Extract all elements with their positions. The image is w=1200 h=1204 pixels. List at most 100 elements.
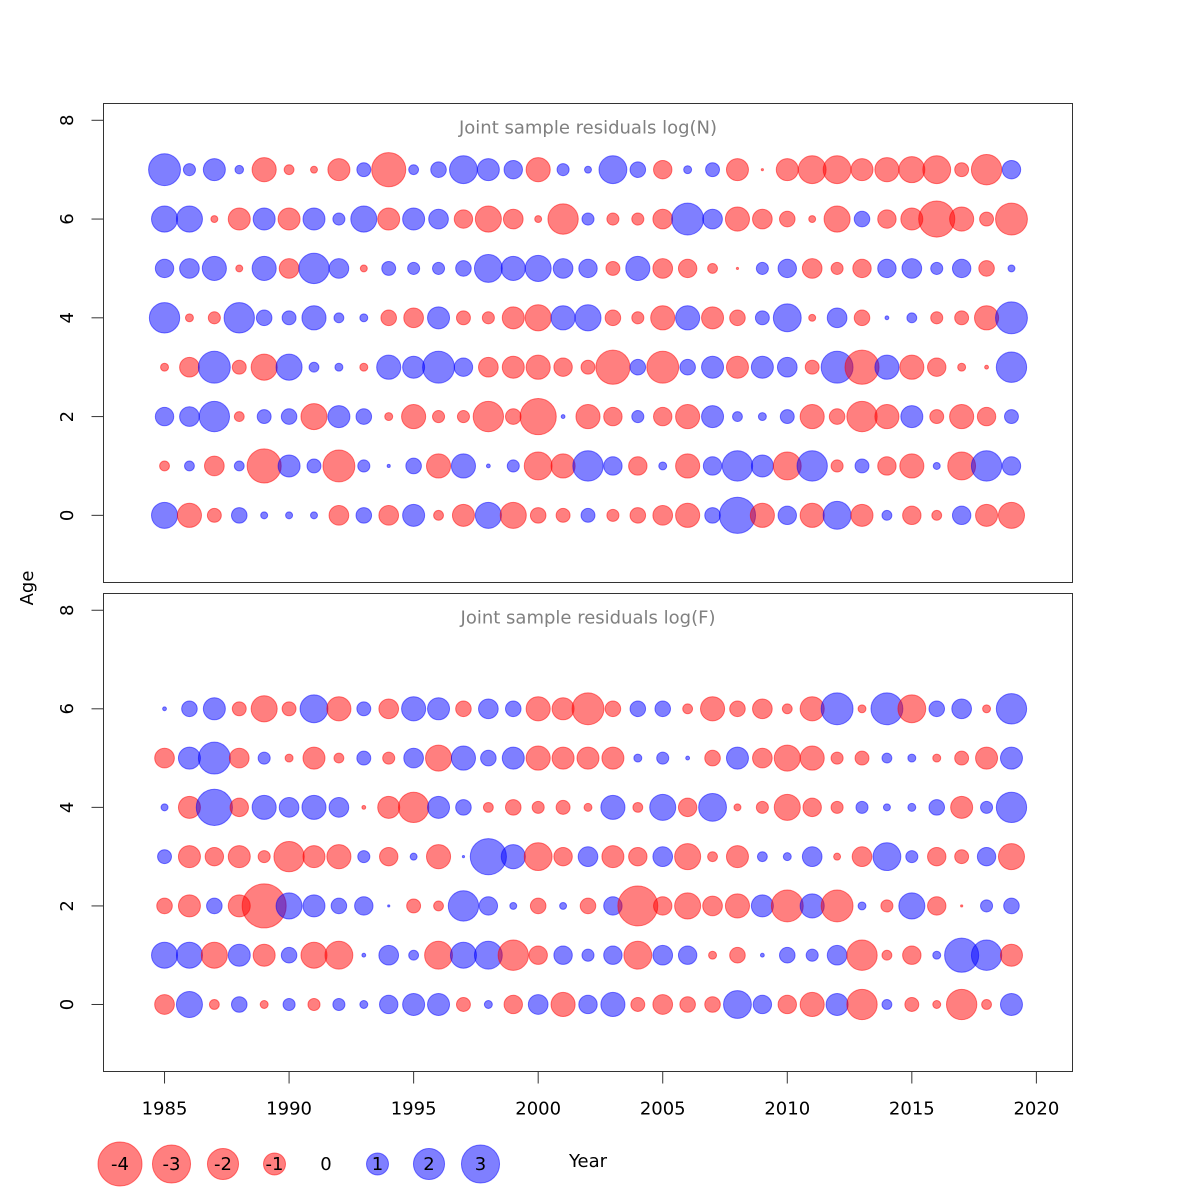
residual-bubble — [857, 704, 867, 714]
legend-label: 2 — [423, 1154, 434, 1175]
residual-bubble — [984, 364, 989, 370]
residual-bubble — [898, 156, 926, 184]
residual-bubble — [652, 505, 674, 526]
residual-bubble — [881, 509, 893, 521]
residual-bubble — [473, 254, 503, 283]
residual-bubble — [604, 700, 622, 718]
residual-bubble — [504, 799, 522, 816]
residual-bubble — [782, 852, 792, 862]
residual-bubble — [830, 800, 844, 814]
residual-bubble — [999, 992, 1023, 1016]
residual-bubble — [275, 353, 303, 381]
residual-bubble — [500, 255, 526, 281]
residual-bubble — [278, 258, 300, 279]
residual-bubble — [999, 746, 1023, 770]
residual-bubble — [605, 260, 621, 276]
residual-bubble — [906, 312, 918, 324]
residual-bubble — [1001, 159, 1022, 180]
residual-bubble — [503, 159, 523, 180]
residual-bubble — [524, 254, 552, 282]
residual-bubble — [623, 940, 653, 970]
residual-bubble — [359, 362, 369, 372]
residual-bubble — [476, 158, 500, 182]
residual-bubble — [356, 701, 372, 717]
residual-bubble — [528, 945, 548, 965]
residual-bubble — [820, 889, 854, 923]
residual-bubble — [397, 791, 430, 824]
residual-bubble — [970, 939, 1003, 971]
residual-bubble — [455, 799, 472, 816]
residual-bubble — [822, 500, 852, 530]
residual-bubble — [653, 159, 673, 180]
residual-bubble — [402, 355, 426, 379]
residual-bubble — [177, 845, 201, 869]
residual-bubble — [854, 750, 870, 766]
residual-bubble — [682, 703, 694, 715]
x-tick-label: 2015 — [889, 1099, 935, 1120]
residual-bubble — [501, 746, 525, 770]
residual-bubble — [151, 501, 179, 529]
residual-bubble — [425, 744, 453, 772]
residual-bubble — [322, 449, 356, 483]
residual-bubble — [725, 158, 749, 182]
residual-bubble — [328, 797, 350, 818]
residual-bubble — [151, 941, 179, 969]
residual-bubble — [504, 700, 522, 718]
residual-bubble — [157, 849, 172, 865]
residual-bubble — [408, 949, 420, 961]
residual-bubble — [553, 357, 573, 377]
legend-bubble — [412, 1147, 446, 1181]
residual-bubble — [181, 700, 198, 718]
residual-bubble — [930, 261, 944, 275]
residual-bubble — [808, 313, 817, 322]
residual-bubble — [954, 849, 970, 865]
residual-bubble — [159, 460, 170, 472]
residual-bubble — [629, 507, 647, 524]
residual-bubble — [497, 939, 529, 971]
x-tick-label: 1990 — [266, 1099, 312, 1120]
residual-bubble — [525, 745, 551, 771]
residual-bubble — [628, 456, 648, 476]
residual-bubble — [932, 753, 942, 763]
residual-bubble — [327, 158, 351, 182]
residual-bubble — [302, 746, 326, 770]
residual-bubble — [830, 751, 844, 765]
residual-bubble — [282, 997, 296, 1012]
residual-bubble — [525, 354, 551, 380]
residual-bubble — [974, 305, 1000, 331]
residual-bubble — [797, 155, 827, 185]
residual-bubble — [376, 354, 402, 380]
residual-bubble — [200, 941, 228, 969]
residual-bubble — [151, 205, 179, 233]
residual-bubble — [433, 509, 444, 521]
residual-bubble — [603, 406, 623, 427]
residual-bubble — [649, 793, 677, 821]
residual-bubble — [235, 264, 244, 273]
residual-bubble — [749, 502, 775, 528]
residual-bubble — [310, 511, 318, 520]
residual-bubble — [900, 405, 924, 429]
residual-bubble — [658, 461, 668, 471]
x-tick-label: 2000 — [515, 1099, 561, 1120]
residual-bubble — [230, 996, 248, 1013]
residual-bubble — [630, 997, 646, 1012]
residual-bubble — [559, 901, 568, 910]
residual-bubble — [629, 161, 647, 178]
residual-bubble — [427, 992, 451, 1016]
residual-bubble — [581, 212, 595, 226]
residual-bubble — [801, 258, 823, 279]
residual-bubble — [976, 406, 997, 427]
residual-bubble — [646, 350, 680, 384]
residual-bubble — [377, 795, 401, 819]
legend-label: 0 — [320, 1154, 331, 1175]
residual-bubble — [928, 700, 946, 718]
x-tick-label: 2020 — [1013, 1099, 1059, 1120]
residual-bubble — [922, 155, 952, 185]
residual-bubble — [701, 306, 725, 330]
residual-bubble — [308, 361, 320, 373]
residual-bubble — [833, 852, 842, 861]
residual-bubble — [702, 208, 723, 230]
residual-bubble — [773, 793, 801, 821]
residual-bubble — [679, 996, 696, 1013]
